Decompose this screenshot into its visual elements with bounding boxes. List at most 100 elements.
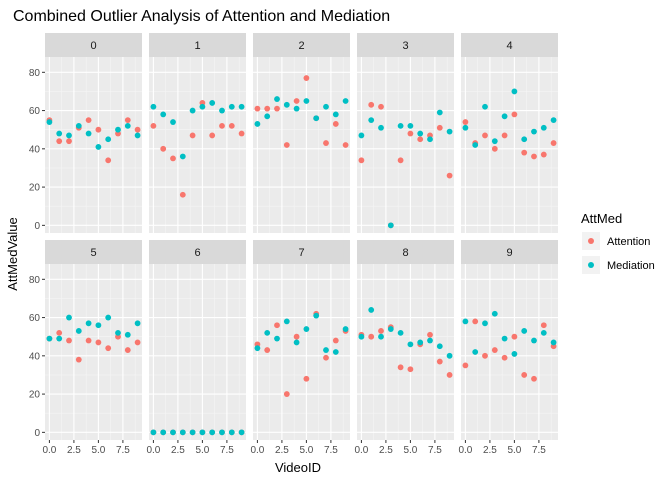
facet-panels: 0 0 20 40 60 80 1 2 3 4 5 0 20 40 60 80 0.0 2.5 5.0 7.5 6 0.0… bbox=[29, 33, 558, 456]
point-mediation bbox=[254, 121, 261, 127]
point-attention bbox=[124, 117, 131, 124]
y-tick-label: 20 bbox=[29, 183, 41, 194]
x-tick-label: 5.0 bbox=[91, 445, 105, 456]
point-attention bbox=[75, 356, 82, 363]
facet-panel-7: 7 0.0 2.5 5.0 7.5 bbox=[250, 240, 350, 456]
point-attention bbox=[274, 322, 280, 329]
point-mediation bbox=[160, 111, 167, 118]
point-attention bbox=[407, 366, 414, 373]
x-tick-label: 7.5 bbox=[220, 445, 234, 456]
point-mediation bbox=[189, 107, 196, 114]
point-mediation bbox=[313, 312, 320, 319]
point-mediation bbox=[75, 122, 82, 129]
point-attention bbox=[482, 352, 488, 359]
facet-strip-label: 5 bbox=[90, 247, 96, 259]
point-mediation bbox=[511, 351, 518, 357]
point-attention bbox=[540, 322, 547, 329]
x-tick-label: 5.0 bbox=[403, 445, 417, 456]
point-mediation bbox=[313, 115, 320, 122]
legend: AttMed Attention Mediation bbox=[581, 211, 655, 274]
point-mediation bbox=[550, 117, 557, 124]
point-mediation bbox=[150, 103, 157, 110]
facet-strip bbox=[45, 240, 142, 264]
point-attention bbox=[491, 145, 498, 152]
point-mediation bbox=[46, 119, 53, 125]
facet-panel-6: 6 0.0 2.5 5.0 7.5 bbox=[146, 240, 246, 456]
point-mediation bbox=[199, 429, 206, 436]
point-attention bbox=[134, 126, 141, 133]
x-tick-label: 7.5 bbox=[428, 445, 442, 456]
facet-panel-5: 5 0 20 40 60 80 0.0 2.5 5.0 7.5 bbox=[29, 240, 142, 456]
point-attention bbox=[150, 122, 157, 129]
facet-panel-2: 2 bbox=[253, 33, 350, 233]
point-attention bbox=[368, 101, 375, 108]
point-mediation bbox=[274, 335, 280, 342]
point-attention bbox=[303, 75, 310, 81]
facet-strip bbox=[461, 240, 558, 264]
point-attention bbox=[397, 364, 404, 371]
point-mediation bbox=[209, 429, 216, 436]
point-attention bbox=[407, 130, 414, 137]
point-attention bbox=[531, 153, 537, 160]
point-attention bbox=[209, 132, 216, 139]
facet-strip bbox=[253, 33, 350, 57]
point-attention bbox=[446, 172, 453, 179]
point-mediation bbox=[511, 88, 518, 95]
point-mediation bbox=[342, 98, 349, 104]
point-mediation bbox=[95, 144, 102, 150]
point-attention bbox=[521, 149, 528, 156]
facet-strip-label: 1 bbox=[194, 40, 200, 52]
facet-strip bbox=[357, 240, 454, 264]
point-mediation bbox=[150, 429, 157, 436]
panel-background bbox=[45, 57, 142, 233]
point-mediation bbox=[323, 347, 329, 353]
point-mediation bbox=[501, 335, 508, 342]
point-mediation bbox=[540, 329, 547, 336]
point-attention bbox=[283, 391, 290, 397]
point-mediation bbox=[274, 96, 280, 102]
facet-strip bbox=[45, 33, 142, 57]
point-mediation bbox=[170, 429, 176, 436]
point-attention bbox=[264, 105, 271, 112]
point-attention bbox=[274, 105, 280, 112]
x-axis-title: VideoID bbox=[275, 460, 321, 475]
x-tick-label: 0.0 bbox=[146, 445, 160, 456]
point-mediation bbox=[521, 328, 528, 334]
point-mediation bbox=[482, 103, 488, 110]
point-mediation bbox=[238, 103, 245, 110]
y-tick-label: 60 bbox=[29, 313, 41, 324]
point-mediation bbox=[124, 122, 131, 129]
facet-panel-8: 8 0.0 2.5 5.0 7.5 bbox=[354, 240, 454, 456]
facet-strip-label: 9 bbox=[506, 247, 512, 259]
point-attention bbox=[417, 136, 424, 143]
point-attention bbox=[368, 333, 375, 340]
x-tick-label: 7.5 bbox=[324, 445, 338, 456]
point-mediation bbox=[66, 314, 72, 321]
facet-panel-9: 9 0.0 2.5 5.0 7.5 bbox=[458, 240, 558, 456]
x-tick-label: 7.5 bbox=[532, 445, 546, 456]
point-mediation bbox=[482, 320, 488, 327]
point-mediation bbox=[531, 337, 537, 344]
point-mediation bbox=[95, 322, 102, 329]
point-mediation bbox=[387, 222, 394, 229]
point-mediation bbox=[436, 343, 443, 350]
point-mediation bbox=[105, 136, 112, 143]
legend-key-mediation bbox=[588, 262, 594, 268]
point-mediation bbox=[134, 320, 141, 327]
point-attention bbox=[378, 328, 384, 334]
point-attention bbox=[179, 191, 186, 198]
point-mediation bbox=[115, 126, 121, 133]
y-tick-label: 0 bbox=[34, 221, 40, 232]
point-mediation bbox=[436, 109, 443, 116]
facet-strip bbox=[253, 240, 350, 264]
point-attention bbox=[293, 333, 300, 340]
point-attention bbox=[95, 339, 102, 346]
panel-background bbox=[357, 264, 454, 440]
point-attention bbox=[170, 155, 176, 162]
point-mediation bbox=[160, 429, 167, 436]
y-tick-label: 20 bbox=[29, 390, 41, 401]
x-tick-label: 5.0 bbox=[195, 445, 209, 456]
facet-strip bbox=[461, 33, 558, 57]
facet-strip-label: 4 bbox=[506, 40, 512, 52]
